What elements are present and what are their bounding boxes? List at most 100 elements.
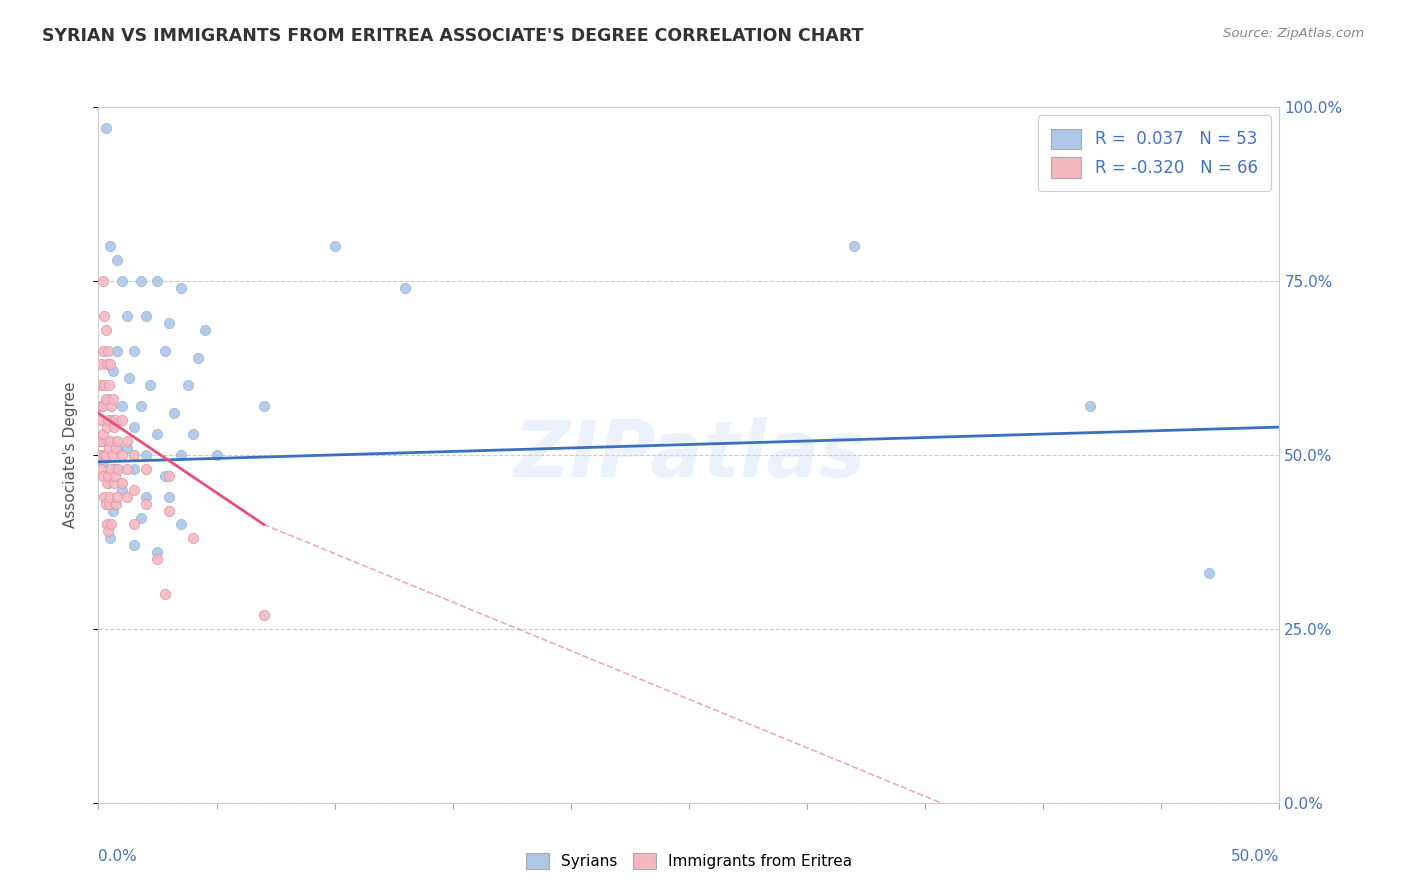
Point [97, 413, 120, 427]
Point [98, 532, 121, 546]
Point [129, 510, 152, 524]
Point [139, 378, 162, 392]
Point [115, 490, 138, 504]
Point [94, 434, 117, 448]
Point [122, 420, 145, 434]
Point [98, 239, 121, 253]
Point [135, 462, 157, 476]
Point [153, 587, 176, 601]
Point [94, 448, 117, 462]
Text: Source: ZipAtlas.com: Source: ZipAtlas.com [1223, 27, 1364, 40]
Point [104, 468, 127, 483]
Text: SYRIAN VS IMMIGRANTS FROM ERITREA ASSOCIATE'S DEGREE CORRELATION CHART: SYRIAN VS IMMIGRANTS FROM ERITREA ASSOCI… [42, 27, 863, 45]
Point [111, 448, 134, 462]
Point [98, 441, 121, 455]
Point [135, 497, 157, 511]
Point [91, 468, 114, 483]
Point [100, 462, 122, 476]
Point [96, 358, 118, 372]
Point [101, 503, 124, 517]
Point [253, 399, 276, 413]
Point [93, 378, 115, 392]
Point [105, 497, 128, 511]
Point [96, 475, 118, 490]
Point [91, 455, 114, 469]
Point [115, 441, 138, 455]
Point [98, 378, 121, 392]
Point [194, 323, 217, 337]
Point [98, 413, 121, 427]
Point [146, 274, 169, 288]
Point [90, 462, 112, 476]
Point [97, 343, 120, 358]
Point [122, 462, 145, 476]
Point [181, 532, 204, 546]
Point [97, 392, 120, 407]
Point [101, 392, 124, 407]
Point [107, 462, 129, 476]
Point [205, 448, 228, 462]
Point [93, 309, 115, 323]
Text: ZIPatlas: ZIPatlas [513, 417, 865, 493]
Point [91, 399, 114, 413]
Point [157, 490, 180, 504]
Point [135, 309, 157, 323]
Point [118, 371, 141, 385]
Point [163, 406, 186, 420]
Point [111, 274, 134, 288]
Point [98, 490, 121, 504]
Point [170, 517, 193, 532]
Point [135, 448, 157, 462]
Point [253, 607, 276, 622]
Point [323, 239, 346, 253]
Point [90, 413, 112, 427]
Point [104, 413, 127, 427]
Point [105, 434, 128, 448]
Point [1080, 399, 1102, 413]
Point [153, 343, 176, 358]
Point [105, 441, 128, 455]
Legend: Syrians, Immigrants from Eritrea: Syrians, Immigrants from Eritrea [520, 847, 858, 875]
Point [177, 378, 200, 392]
Point [90, 399, 112, 413]
Point [94, 392, 117, 407]
Point [96, 420, 118, 434]
Point [146, 545, 169, 559]
Point [94, 323, 117, 337]
Point [104, 462, 127, 476]
Point [89, 378, 111, 392]
Point [98, 434, 121, 448]
Point [98, 497, 121, 511]
Point [187, 351, 209, 365]
Point [111, 413, 134, 427]
Point [111, 475, 134, 490]
Point [101, 364, 124, 378]
Point [1198, 566, 1220, 581]
Point [105, 343, 128, 358]
Point [157, 316, 180, 330]
Point [170, 281, 193, 295]
Point [122, 343, 145, 358]
Point [122, 517, 145, 532]
Point [105, 490, 128, 504]
Point [100, 399, 122, 413]
Point [153, 468, 176, 483]
Point [100, 517, 122, 532]
Point [94, 120, 117, 135]
Point [98, 358, 121, 372]
Point [115, 434, 138, 448]
Point [115, 309, 138, 323]
Point [135, 490, 157, 504]
Point [146, 427, 169, 442]
Point [93, 448, 115, 462]
Point [90, 434, 112, 448]
Legend: R =  0.037   N = 53, R = -0.320   N = 66: R = 0.037 N = 53, R = -0.320 N = 66 [1038, 115, 1271, 191]
Point [94, 497, 117, 511]
Point [105, 441, 128, 455]
Point [181, 427, 204, 442]
Point [111, 483, 134, 497]
Y-axis label: Associate's Degree: Associate's Degree [63, 382, 77, 528]
Point [844, 239, 866, 253]
Point [89, 448, 111, 462]
Point [122, 448, 145, 462]
